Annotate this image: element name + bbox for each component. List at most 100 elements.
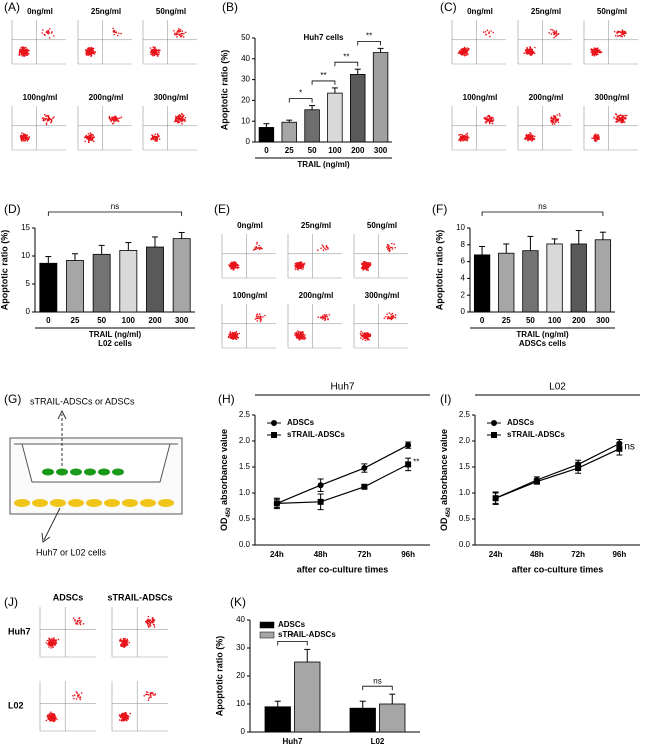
flow-dot [44,113,46,116]
flow-dot [299,267,302,270]
flow-dot [591,50,594,53]
flow-label: 200ng/ml [529,93,564,102]
flow-plot [353,234,408,279]
flow-dot [594,48,596,50]
flow-dot [367,262,370,265]
flow-dot [75,698,78,700]
significance-bracket [362,685,393,691]
flow-dot [92,134,94,136]
flow-dot [155,139,158,142]
flow-dot [492,31,495,34]
flow-dot [252,249,255,251]
flow-dot [21,135,24,137]
flow-dot [78,617,81,619]
flow-dot [28,53,30,55]
flow-dot [466,138,469,140]
flow-dot [294,266,297,268]
flow-dot [156,52,158,55]
flow-dot [258,248,261,251]
flow-dot [22,50,24,52]
panel-label: (J) [4,595,18,609]
flow-dot [121,712,123,715]
flow-dot [322,249,325,251]
flow-dot [321,244,324,247]
flow-dot [151,52,154,55]
y-label-main: OD [439,517,449,531]
flow-dot [365,263,368,266]
flow-dot [173,30,175,32]
flow-dot [149,622,152,624]
flow-dot [298,264,301,267]
flow-dot [553,33,555,36]
flow-dot [179,29,182,31]
x-tick-label: 96h [612,550,626,559]
flow-dot [320,316,322,319]
flow-dot [125,640,127,642]
flow-dot [228,333,230,336]
flow-dot [458,134,460,136]
flow-dot [156,55,159,57]
chart-title: Huh7 [331,382,355,393]
flow-dot [303,335,306,338]
flow-dot [48,637,51,640]
bar [372,52,389,143]
flow-dot [128,716,130,718]
flow-dot [183,118,185,121]
flow-dot [48,37,51,39]
flow-dot [466,50,469,52]
flow-dot [117,117,119,120]
legend-label: sTRAIL-ADSCs [507,430,565,439]
flow-dot [598,138,600,140]
flow-dot [180,117,183,119]
flow-plot [287,234,342,279]
flow-dot [120,715,122,717]
flow-dot [158,51,160,54]
flow-dot [50,121,52,124]
flow-dot [52,646,54,648]
y-axis-label: Apoptotic ratio (%) [434,230,444,311]
legend-label: ADSCs [278,620,306,629]
flow-dot [324,247,326,250]
flow-dot [46,31,48,34]
flow-dot [153,51,156,53]
flow-dot [529,51,532,54]
flow-dot [367,332,369,334]
flow-dot [84,49,87,51]
flow-dot [297,330,299,332]
flow-dot [45,642,48,644]
flow-dot [527,52,529,55]
flow-dot [23,137,26,139]
flow-dot [75,622,77,625]
flow-dot [26,49,29,51]
flow-dot [486,120,489,123]
flow-dot [527,137,529,139]
flow-dot [297,268,299,271]
flow-dot [294,268,297,270]
flow-dot [526,138,529,141]
flow-dot [19,49,21,51]
marker [361,483,368,490]
flow-dot [463,137,466,139]
flow-dot [49,717,51,720]
flow-dot [155,49,158,52]
flow-col-label: sTRAIL-ADSCs [107,592,172,602]
flow-dot [466,132,469,135]
flow-dot [593,135,595,137]
flow-dot [593,136,596,139]
chart-title: L02 [549,382,566,393]
flow-dot [617,116,620,118]
significance-bracket [47,211,183,216]
flow-dot [262,316,264,318]
flow-dot [323,315,326,318]
flow-dot [360,334,363,336]
caption: L02 cells [98,339,132,348]
flow-dot [53,637,55,639]
flow-plot [451,106,506,151]
flow-dot [531,49,533,51]
flow-plot [111,607,168,658]
flow-dot [256,320,259,322]
flow-dot [254,248,256,251]
bar [349,707,376,733]
flow-dot [157,136,159,139]
flow-dot [256,241,258,244]
